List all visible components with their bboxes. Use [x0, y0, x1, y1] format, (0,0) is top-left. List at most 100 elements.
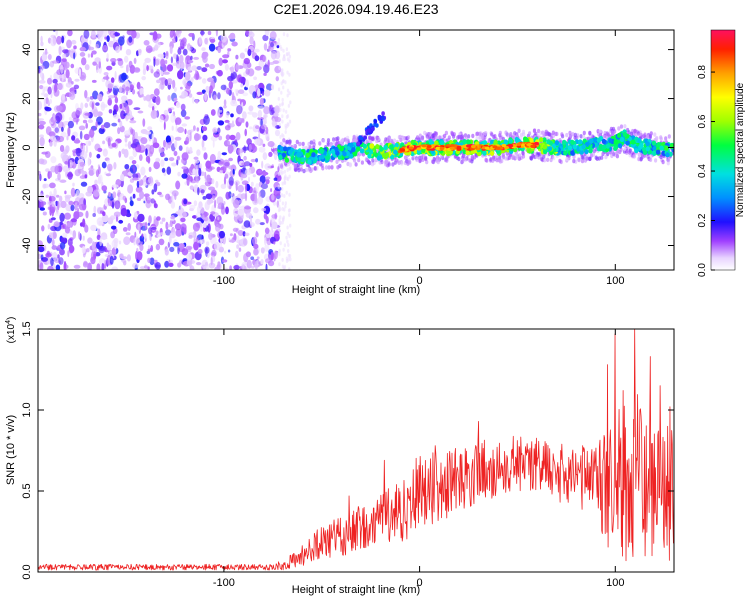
- trace-core: [578, 139, 583, 145]
- trace-halo: [610, 129, 614, 135]
- noise-blob: [114, 70, 117, 80]
- noise-blob: [41, 225, 45, 232]
- trace-halo: [324, 165, 329, 170]
- trace-core: [440, 140, 445, 146]
- noise-blob: [52, 78, 58, 84]
- y-tick-label: 1.5: [21, 321, 33, 336]
- noise-blob: [115, 46, 120, 53]
- trace-core: [572, 144, 578, 150]
- trace-core: [339, 146, 344, 152]
- noise-blob: [140, 137, 148, 145]
- noise-blob: [114, 96, 119, 104]
- noise-blob: [138, 179, 144, 186]
- noise-blob: [49, 171, 52, 178]
- trace-branch: [377, 114, 382, 120]
- trace-halo: [406, 135, 411, 140]
- noise-blob: [85, 145, 88, 154]
- trace-core: [283, 146, 288, 152]
- trace-halo: [648, 134, 653, 139]
- noise-blob: [252, 174, 256, 178]
- trace-halo: [661, 159, 665, 165]
- trace-halo: [470, 155, 475, 160]
- trace-core: [393, 149, 398, 155]
- noise-blob: [123, 236, 131, 245]
- noise-blob: [84, 89, 88, 99]
- noise-blob: [270, 50, 277, 60]
- noise-blob: [75, 147, 82, 157]
- noise-blob: [91, 79, 97, 83]
- snr-line: [38, 329, 674, 571]
- trace-halo: [400, 161, 404, 166]
- trace-halo: [313, 166, 317, 171]
- noise-blob: [142, 118, 146, 127]
- noise-blob: [167, 95, 171, 102]
- y-tick-label: 0.5: [21, 483, 33, 498]
- noise-blob: [280, 47, 283, 51]
- noise-blob: [38, 124, 45, 130]
- noise-blob: [171, 194, 174, 202]
- noise-blob: [102, 76, 110, 80]
- noise-blob: [256, 259, 260, 266]
- noise-blob: [254, 66, 262, 71]
- noise-blob: [281, 264, 285, 269]
- snr-xlabel: Height of straight line (km): [292, 584, 420, 596]
- trace-core: [634, 148, 639, 154]
- trace-core: [482, 140, 488, 146]
- noise-blob: [217, 46, 222, 54]
- trace-core: [489, 150, 495, 156]
- noise-blob: [103, 122, 111, 129]
- noise-blob: [54, 83, 58, 93]
- noise-blob: [88, 169, 95, 176]
- noise-blob: [220, 183, 227, 189]
- noise-blob: [156, 79, 161, 84]
- noise-blob: [178, 145, 183, 151]
- noise-blob: [255, 232, 259, 238]
- trace-halo: [517, 153, 522, 158]
- noise-blob: [141, 93, 144, 98]
- noise-blob: [170, 113, 176, 123]
- noise-blob: [107, 97, 113, 106]
- trace-core: [598, 143, 603, 150]
- trace-core: [284, 157, 290, 163]
- trace-halo: [330, 165, 334, 170]
- noise-blob: [54, 127, 59, 133]
- trace-peak: [421, 144, 427, 148]
- noise-blob: [188, 93, 193, 98]
- noise-blob: [53, 221, 60, 228]
- trace-halo: [320, 163, 324, 168]
- trace-halo: [633, 128, 637, 134]
- noise-blob: [270, 42, 274, 48]
- noise-blob: [204, 63, 210, 68]
- noise-blob: [255, 158, 258, 163]
- noise-blob: [263, 205, 271, 215]
- snr-frame: [37, 328, 675, 573]
- trace-halo: [436, 159, 440, 165]
- trace-halo: [498, 130, 502, 136]
- noise-blob: [174, 140, 178, 149]
- noise-blob: [213, 242, 221, 251]
- noise-blob: [153, 200, 157, 207]
- noise-blob: [229, 265, 232, 270]
- noise-blob: [258, 146, 266, 153]
- noise-blob: [278, 103, 282, 108]
- noise-blob: [268, 151, 273, 157]
- noise-blob: [144, 131, 152, 135]
- noise-blob: [205, 241, 210, 246]
- noise-blob: [69, 230, 73, 235]
- noise-blob: [84, 112, 91, 116]
- noise-blob: [178, 243, 185, 249]
- noise-blob: [60, 152, 67, 160]
- trace-core: [589, 138, 594, 144]
- noise-blob: [122, 227, 128, 232]
- trace-halo: [500, 158, 504, 164]
- noise-blob: [285, 52, 289, 57]
- noise-blob: [166, 78, 173, 86]
- noise-blob: [155, 264, 161, 268]
- noise-blob: [127, 223, 131, 231]
- trace-core: [307, 159, 312, 165]
- noise-blob: [277, 184, 280, 189]
- noise-blob: [230, 193, 235, 197]
- noise-blob: [155, 41, 161, 48]
- noise-blob: [227, 144, 234, 154]
- trace-halo: [528, 131, 532, 136]
